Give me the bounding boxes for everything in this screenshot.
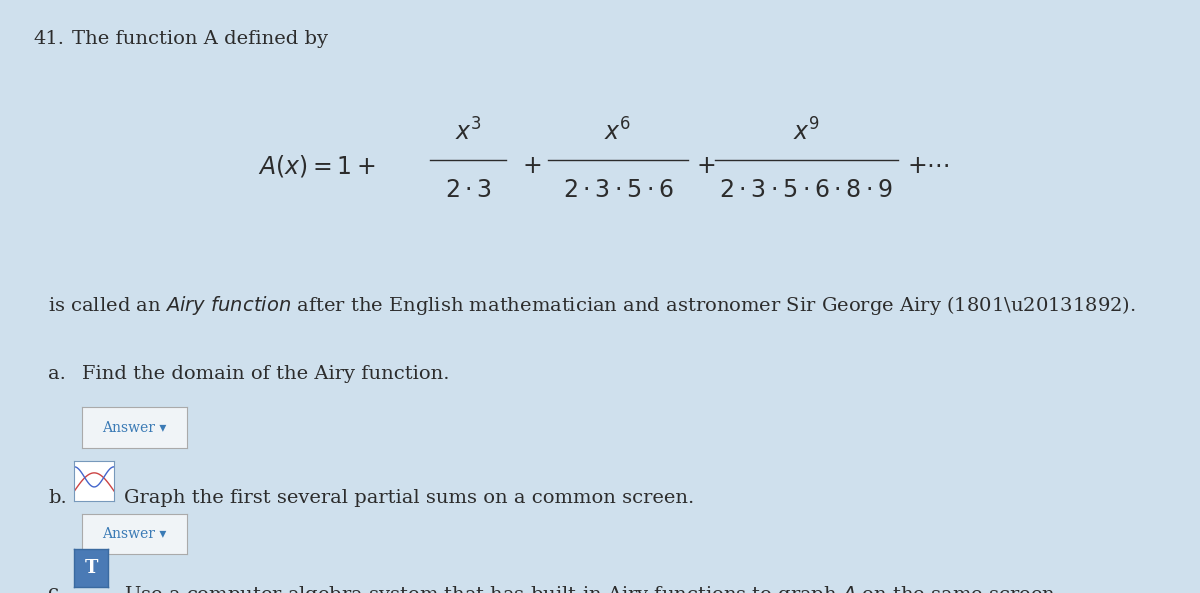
Text: c.: c.: [48, 584, 65, 593]
Text: Graph the first several partial sums on a common screen.: Graph the first several partial sums on …: [124, 489, 694, 507]
Text: Use a computer algebra system that has built-in Airy functions to graph $\mathit: Use a computer algebra system that has b…: [124, 584, 1055, 593]
Text: $2 \cdot 3$: $2 \cdot 3$: [444, 180, 492, 202]
Text: b.: b.: [48, 489, 67, 507]
Text: a.: a.: [48, 365, 66, 382]
Text: is called an $\mathit{Airy\ function}$ after the English mathematician and astro: is called an $\mathit{Airy\ function}$ a…: [48, 294, 1135, 317]
Text: Find the domain of the Airy function.: Find the domain of the Airy function.: [82, 365, 449, 382]
Text: $x^3$: $x^3$: [455, 118, 481, 145]
Text: $A(x) = 1 +$: $A(x) = 1 +$: [258, 153, 376, 179]
Text: The function A defined by: The function A defined by: [72, 30, 328, 47]
Text: $x^9$: $x^9$: [793, 118, 820, 145]
Text: $+ \cdots$: $+ \cdots$: [907, 155, 950, 177]
Text: 41.: 41.: [34, 30, 65, 47]
Text: $2 \cdot 3 \cdot 5 \cdot 6 \cdot 8 \cdot 9$: $2 \cdot 3 \cdot 5 \cdot 6 \cdot 8 \cdot…: [719, 180, 894, 202]
Text: $+$: $+$: [522, 155, 541, 177]
Text: $x^6$: $x^6$: [605, 118, 631, 145]
Text: $+$: $+$: [696, 155, 715, 177]
Text: $2 \cdot 3 \cdot 5 \cdot 6$: $2 \cdot 3 \cdot 5 \cdot 6$: [563, 180, 673, 202]
